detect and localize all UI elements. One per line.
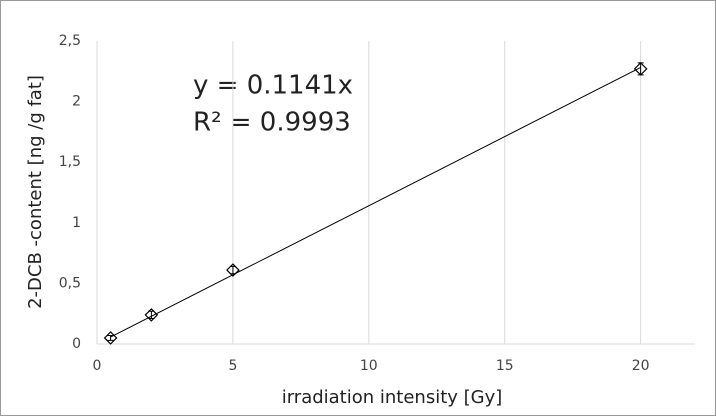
x-axis-title: irradiation intensity [Gy] bbox=[282, 387, 503, 408]
y-tick-label: 1,5 bbox=[59, 154, 81, 170]
data-point bbox=[633, 62, 648, 76]
trendline-equation: y = 0.1141x bbox=[193, 71, 353, 101]
y-tick-label: 1 bbox=[72, 215, 81, 231]
data-point bbox=[144, 308, 159, 322]
data-point bbox=[226, 263, 240, 277]
x-tick-label: 10 bbox=[360, 358, 378, 374]
y-axis-title: 2-DCB -content [ng /g fat] bbox=[25, 75, 46, 309]
x-tick-label: 5 bbox=[228, 358, 237, 374]
y-tick-label: 2 bbox=[72, 94, 81, 110]
y-tick-label: 0,5 bbox=[59, 275, 81, 291]
y-tick-label: 2,5 bbox=[59, 33, 81, 49]
error-bar bbox=[107, 335, 114, 341]
y-tick-label: 0 bbox=[72, 336, 81, 352]
trendline-r2: R² = 0.9993 bbox=[193, 108, 351, 138]
x-tick-label: 0 bbox=[93, 358, 102, 374]
x-tick-label: 20 bbox=[632, 358, 650, 374]
x-tick-label: 15 bbox=[496, 358, 514, 374]
data-point bbox=[103, 331, 118, 345]
trendline bbox=[110, 66, 641, 338]
